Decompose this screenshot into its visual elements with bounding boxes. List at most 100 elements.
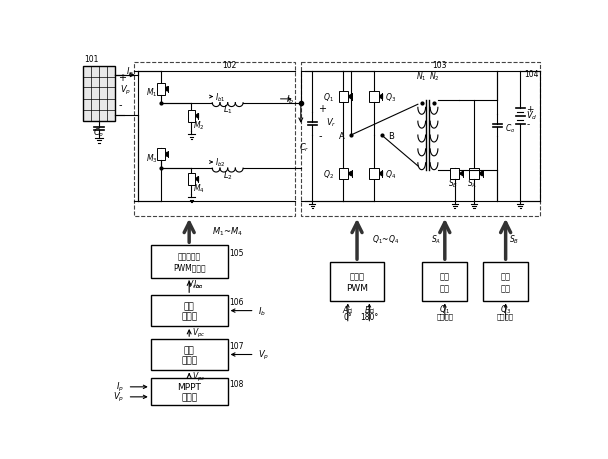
Bar [339,92,348,103]
Bar [423,263,467,301]
Text: $V_d$: $V_d$ [527,109,538,121]
Text: MPPT: MPPT [178,382,201,392]
Text: $L_2$: $L_2$ [223,169,233,181]
Bar [330,263,384,301]
Text: $I_b$: $I_b$ [286,94,295,106]
Text: 电流: 电流 [184,302,195,311]
Text: 触发信号: 触发信号 [497,313,514,319]
Text: $Q_1$~$Q_4$: $Q_1$~$Q_4$ [373,233,399,246]
Text: 107: 107 [229,341,244,350]
Text: $Q_2$: $Q_2$ [323,168,334,180]
Text: $Q_3$: $Q_3$ [500,302,511,315]
Text: B: B [388,131,394,140]
Polygon shape [478,172,483,176]
Bar [469,169,478,179]
Text: $N_1$: $N_1$ [416,70,427,83]
Text: $Q_1$: $Q_1$ [440,302,451,315]
Text: $I_p$: $I_p$ [126,66,134,79]
Text: $C_o$: $C_o$ [505,122,515,134]
Polygon shape [460,172,463,176]
Text: $N_2$: $N_2$ [429,70,440,83]
Text: $V_{pc}$: $V_{pc}$ [192,326,205,339]
Bar [188,111,195,123]
Text: 102: 102 [223,62,237,70]
Text: $V_p$: $V_p$ [258,348,270,361]
Text: $I_{bc}$: $I_{bc}$ [193,278,204,290]
Text: 触发信号: 触发信号 [437,313,454,319]
Text: PWM: PWM [346,283,368,292]
Text: 时间: 时间 [500,283,511,292]
Text: +: + [319,104,326,114]
Text: $Q_1$: $Q_1$ [323,91,334,104]
Text: 电压: 电压 [184,346,195,355]
Text: 105: 105 [229,249,244,258]
Text: $I_{b2}$: $I_{b2}$ [215,157,225,169]
Text: $M_3$: $M_3$ [146,152,157,164]
Text: $V_r$: $V_r$ [326,117,337,129]
Text: 104: 104 [524,70,539,79]
Text: 两相交错式: 两相交错式 [178,252,201,261]
Bar [188,174,195,186]
Bar [157,84,165,96]
Polygon shape [379,172,382,176]
Bar [301,63,539,217]
Text: $I_b$: $I_b$ [258,305,266,317]
Text: $S_A$: $S_A$ [468,177,478,190]
Text: 101: 101 [85,55,99,63]
Text: $L_1$: $L_1$ [223,103,233,116]
Text: $M_1$: $M_1$ [146,86,157,99]
Text: PWM控制器: PWM控制器 [173,263,206,272]
Bar [151,339,227,370]
Polygon shape [195,114,198,119]
Text: 108: 108 [229,380,244,388]
Text: -: - [319,131,322,141]
Bar [134,63,295,217]
Text: $M_2$: $M_2$ [193,119,204,132]
Text: 控制器: 控制器 [181,392,197,402]
Text: $C_r$: $C_r$ [299,141,309,153]
Text: +: + [119,73,126,83]
Text: $S_B$: $S_B$ [510,233,520,246]
Bar [151,296,227,326]
Polygon shape [195,177,198,182]
Text: $M_4$: $M_4$ [193,183,205,195]
Text: 0°: 0° [344,312,352,321]
Text: $S_B$: $S_B$ [448,177,458,190]
Polygon shape [165,153,168,157]
Text: $V_{con}$: $V_{con}$ [187,278,204,290]
Text: 103: 103 [432,62,447,70]
Polygon shape [348,95,351,100]
Polygon shape [379,95,382,100]
Text: 控制器: 控制器 [181,356,197,364]
Text: $M_1$~$M_4$: $M_1$~$M_4$ [212,225,243,237]
Text: 106: 106 [229,297,244,306]
Text: $V_p$: $V_p$ [112,391,123,403]
Bar [151,378,227,405]
Text: 空白: 空白 [440,272,450,281]
Bar [151,246,227,278]
Text: +: + [527,104,534,113]
Text: $V_p$: $V_p$ [120,83,131,96]
Bar [450,169,460,179]
Bar [83,67,116,122]
Text: $B$臂: $B$臂 [364,303,375,314]
Text: $C_p$: $C_p$ [94,126,105,139]
Polygon shape [348,172,351,176]
Text: $S_A$: $S_A$ [431,233,441,246]
Text: 空白: 空白 [500,272,511,281]
Text: $I_{b1}$: $I_{b1}$ [215,91,225,104]
Text: 180°: 180° [360,312,378,321]
Text: $A$臂: $A$臂 [342,303,354,314]
Polygon shape [165,87,168,92]
Text: -: - [119,101,122,110]
Text: $Q_3$: $Q_3$ [385,91,396,104]
Text: 相移式: 相移式 [350,272,365,281]
Bar [483,263,528,301]
Text: -: - [527,120,530,129]
Bar [369,92,379,103]
Text: $Q_4$: $Q_4$ [385,168,396,180]
Text: A: A [339,131,345,140]
Bar [157,149,165,161]
Text: $I_p$: $I_p$ [116,381,123,393]
Text: $V_{pc}$: $V_{pc}$ [192,369,205,383]
